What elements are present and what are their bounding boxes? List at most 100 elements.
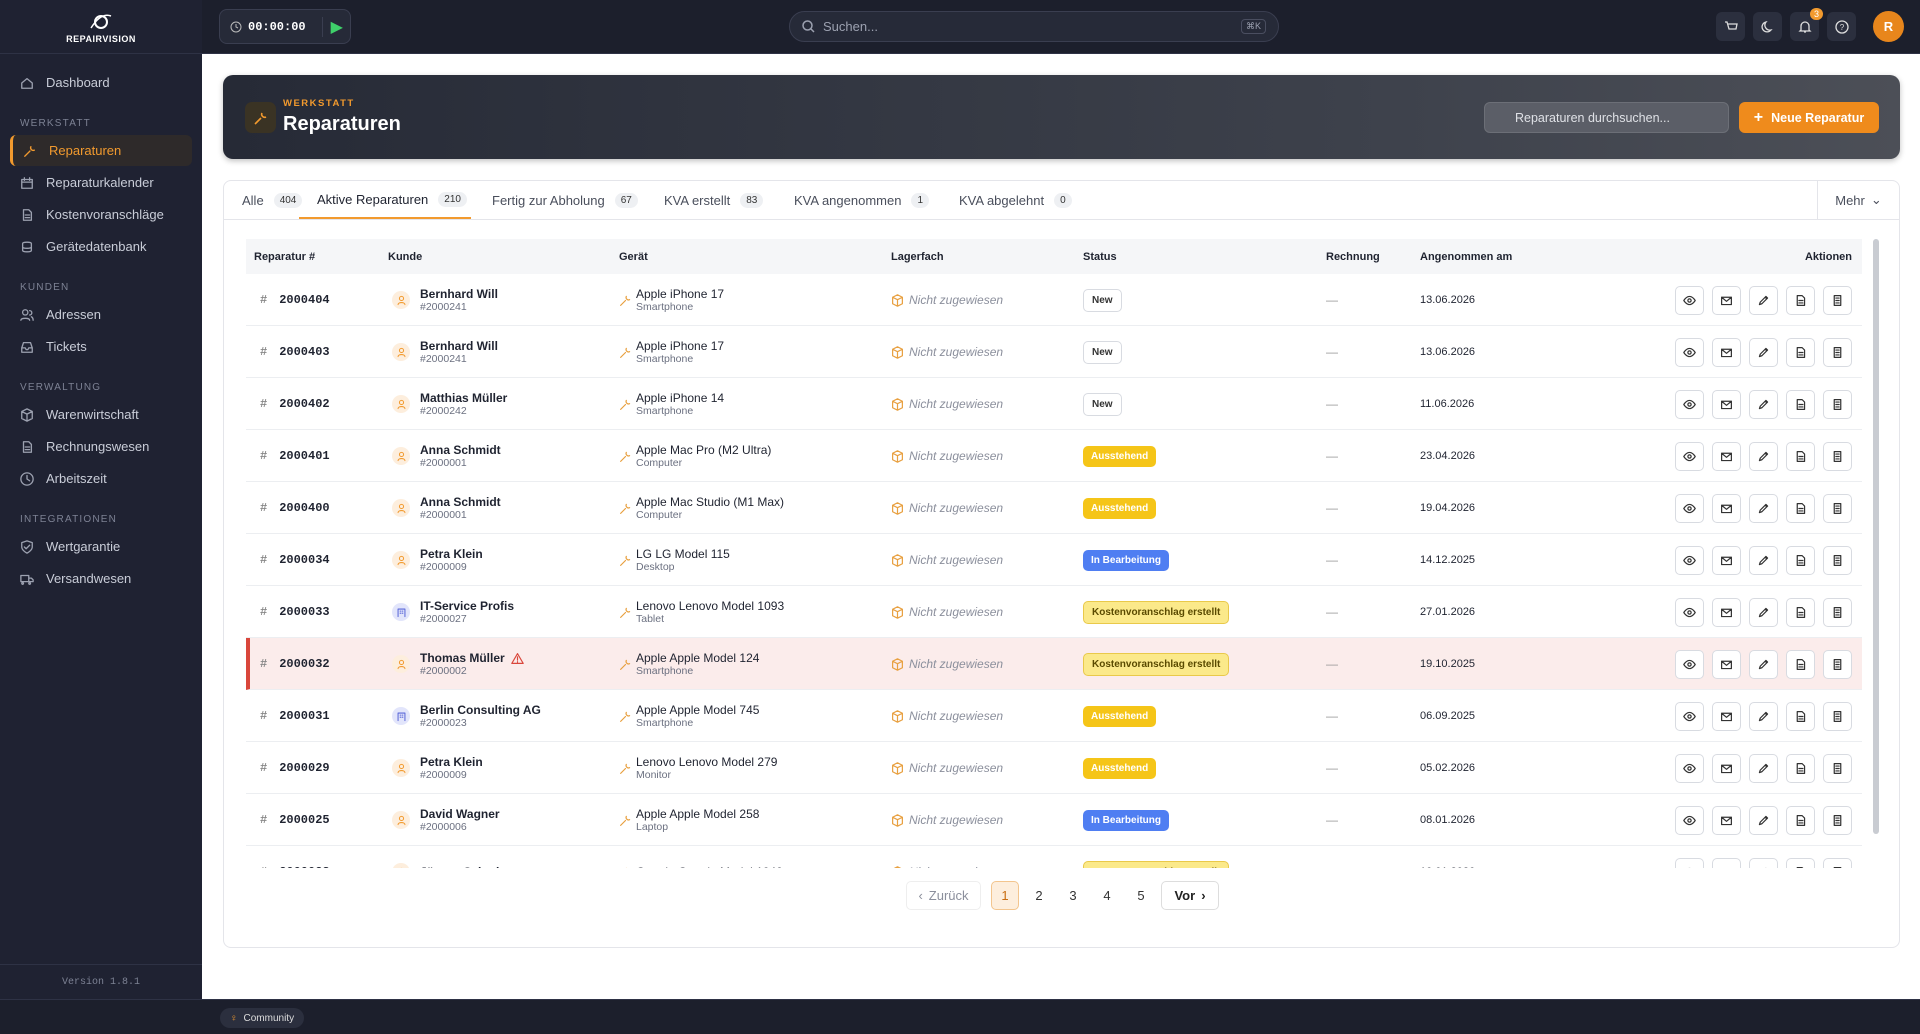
global-search[interactable]: Suchen... ⌘K [789, 11, 1279, 42]
page-button[interactable]: 2 [1035, 888, 1043, 903]
action-button[interactable] [1712, 389, 1741, 419]
page-button[interactable]: 1 [991, 881, 1019, 910]
action-button[interactable] [1675, 545, 1704, 575]
action-button[interactable] [1823, 805, 1852, 835]
action-button[interactable] [1712, 545, 1741, 575]
action-button[interactable] [1675, 389, 1704, 419]
play[interactable]: ▶ [321, 16, 343, 37]
action-button[interactable] [1786, 805, 1815, 835]
action-button[interactable] [1786, 701, 1815, 731]
action-button[interactable] [1675, 285, 1704, 315]
action-button[interactable] [1712, 701, 1741, 731]
action-button[interactable] [1675, 493, 1704, 523]
cart-button[interactable] [1716, 12, 1745, 41]
nav-item[interactable]: Reparaturkalender [10, 167, 192, 198]
action-button[interactable] [1823, 857, 1852, 868]
action-button[interactable] [1786, 441, 1815, 471]
action-button[interactable] [1786, 545, 1815, 575]
action-button[interactable] [1749, 337, 1778, 367]
more-tab[interactable]: Mehr ⌄ [1817, 181, 1899, 219]
tab[interactable]: Alle 404 [238, 181, 306, 219]
action-button[interactable] [1675, 337, 1704, 367]
tab[interactable]: Fertig zur Abholung 67 [488, 181, 642, 219]
notification-button[interactable]: 3 [1790, 8, 1823, 41]
table-row[interactable]: #2000402 Matthias Müller #2000242 Apple iPh… [246, 378, 1862, 430]
action-button[interactable] [1823, 337, 1852, 367]
action-button[interactable] [1712, 337, 1741, 367]
table-row[interactable]: #2000404 Bernhard Will #2000241 Apple iPhon… [246, 274, 1862, 326]
theme-button[interactable] [1753, 12, 1782, 41]
action-button[interactable] [1749, 701, 1778, 731]
nav-item[interactable]: Dashboard [10, 67, 192, 98]
table-row[interactable]: #2000031 Berlin Consulting AG #2000023 Appl… [246, 690, 1862, 742]
new-repair-button[interactable]: + Neue Reparatur [1739, 102, 1879, 133]
action-button[interactable] [1786, 285, 1815, 315]
help-button[interactable]: ? [1827, 12, 1856, 41]
page-button[interactable]: 3 [1069, 888, 1077, 903]
action-button[interactable] [1749, 441, 1778, 471]
table-row[interactable]: #2000029 Petra Klein #2000009 Lenovo Lenovo… [246, 742, 1862, 794]
action-button[interactable] [1823, 597, 1852, 627]
action-button[interactable] [1675, 597, 1704, 627]
page-button[interactable]: 5 [1137, 888, 1145, 903]
nav-item[interactable]: Adressen [10, 299, 192, 330]
action-button[interactable] [1675, 649, 1704, 679]
action-button[interactable] [1675, 701, 1704, 731]
table-row[interactable]: #2000032 Thomas Müller #2000002 Apple Apple… [246, 638, 1862, 690]
nav-item[interactable]: Kostenvoranschläge [10, 199, 192, 230]
table-row[interactable]: #2000401 Anna Schmidt #2000001 Apple Mac Pr… [246, 430, 1862, 482]
action-button[interactable] [1786, 857, 1815, 868]
action-button[interactable] [1786, 389, 1815, 419]
action-button[interactable] [1749, 493, 1778, 523]
action-button[interactable] [1675, 857, 1704, 868]
action-button[interactable] [1675, 805, 1704, 835]
page-button[interactable]: 4 [1103, 888, 1111, 903]
action-button[interactable] [1712, 493, 1741, 523]
nav-item[interactable]: Wertgarantie [10, 531, 192, 562]
action-button[interactable] [1786, 597, 1815, 627]
action-button[interactable] [1823, 441, 1852, 471]
nav-item[interactable]: Reparaturen [10, 135, 192, 166]
action-button[interactable] [1749, 545, 1778, 575]
tab[interactable]: KVA angenommen 1 [790, 181, 933, 219]
action-button[interactable] [1786, 337, 1815, 367]
timer[interactable]: 00:00:00 ▶ [219, 9, 351, 44]
nav-item[interactable]: Tickets [10, 331, 192, 362]
action-button[interactable] [1749, 805, 1778, 835]
avatar[interactable]: R [1873, 11, 1904, 42]
prev-button[interactable]: ‹ Zurück [906, 881, 981, 910]
action-button[interactable] [1749, 649, 1778, 679]
action-button[interactable] [1823, 649, 1852, 679]
nav-item[interactable]: Arbeitszeit [10, 463, 192, 494]
nav-item[interactable]: Rechnungswesen [10, 431, 192, 462]
nav-item[interactable]: Warenwirtschaft [10, 399, 192, 430]
table-row[interactable]: #2000403 Bernhard Will #2000241 Apple iPhon… [246, 326, 1862, 378]
tab[interactable]: KVA abgelehnt 0 [955, 181, 1076, 219]
nav-item[interactable]: Versandwesen [10, 563, 192, 594]
action-button[interactable] [1675, 753, 1704, 783]
action-button[interactable] [1823, 285, 1852, 315]
action-button[interactable] [1749, 857, 1778, 868]
next-button[interactable]: Vor › [1161, 881, 1219, 910]
action-button[interactable] [1712, 597, 1741, 627]
action-button[interactable] [1823, 493, 1852, 523]
action-button[interactable] [1749, 285, 1778, 315]
action-button[interactable] [1712, 857, 1741, 868]
action-button[interactable] [1712, 285, 1741, 315]
table-row[interactable]: #2000400 Anna Schmidt #2000001 Apple Mac St… [246, 482, 1862, 534]
brand[interactable]: REPAIRVISION [0, 0, 202, 54]
table-row[interactable]: #2000025 David Wagner #2000006 Apple Apple … [246, 794, 1862, 846]
table-row[interactable]: #2000023 Jürgen Schmitt Google Google Mode… [246, 846, 1862, 868]
action-button[interactable] [1675, 441, 1704, 471]
tab[interactable]: KVA erstellt 83 [660, 181, 767, 219]
community-button[interactable]: ♀ Community [220, 1008, 305, 1028]
action-button[interactable] [1749, 753, 1778, 783]
action-button[interactable] [1786, 649, 1815, 679]
action-button[interactable] [1786, 753, 1815, 783]
nav-item[interactable]: Gerätedatenbank [10, 231, 192, 262]
action-button[interactable] [1749, 389, 1778, 419]
table-row[interactable]: #2000033 IT-Service Profis #2000027 Lenovo … [246, 586, 1862, 638]
action-button[interactable] [1823, 753, 1852, 783]
action-button[interactable] [1712, 649, 1741, 679]
action-button[interactable] [1823, 389, 1852, 419]
